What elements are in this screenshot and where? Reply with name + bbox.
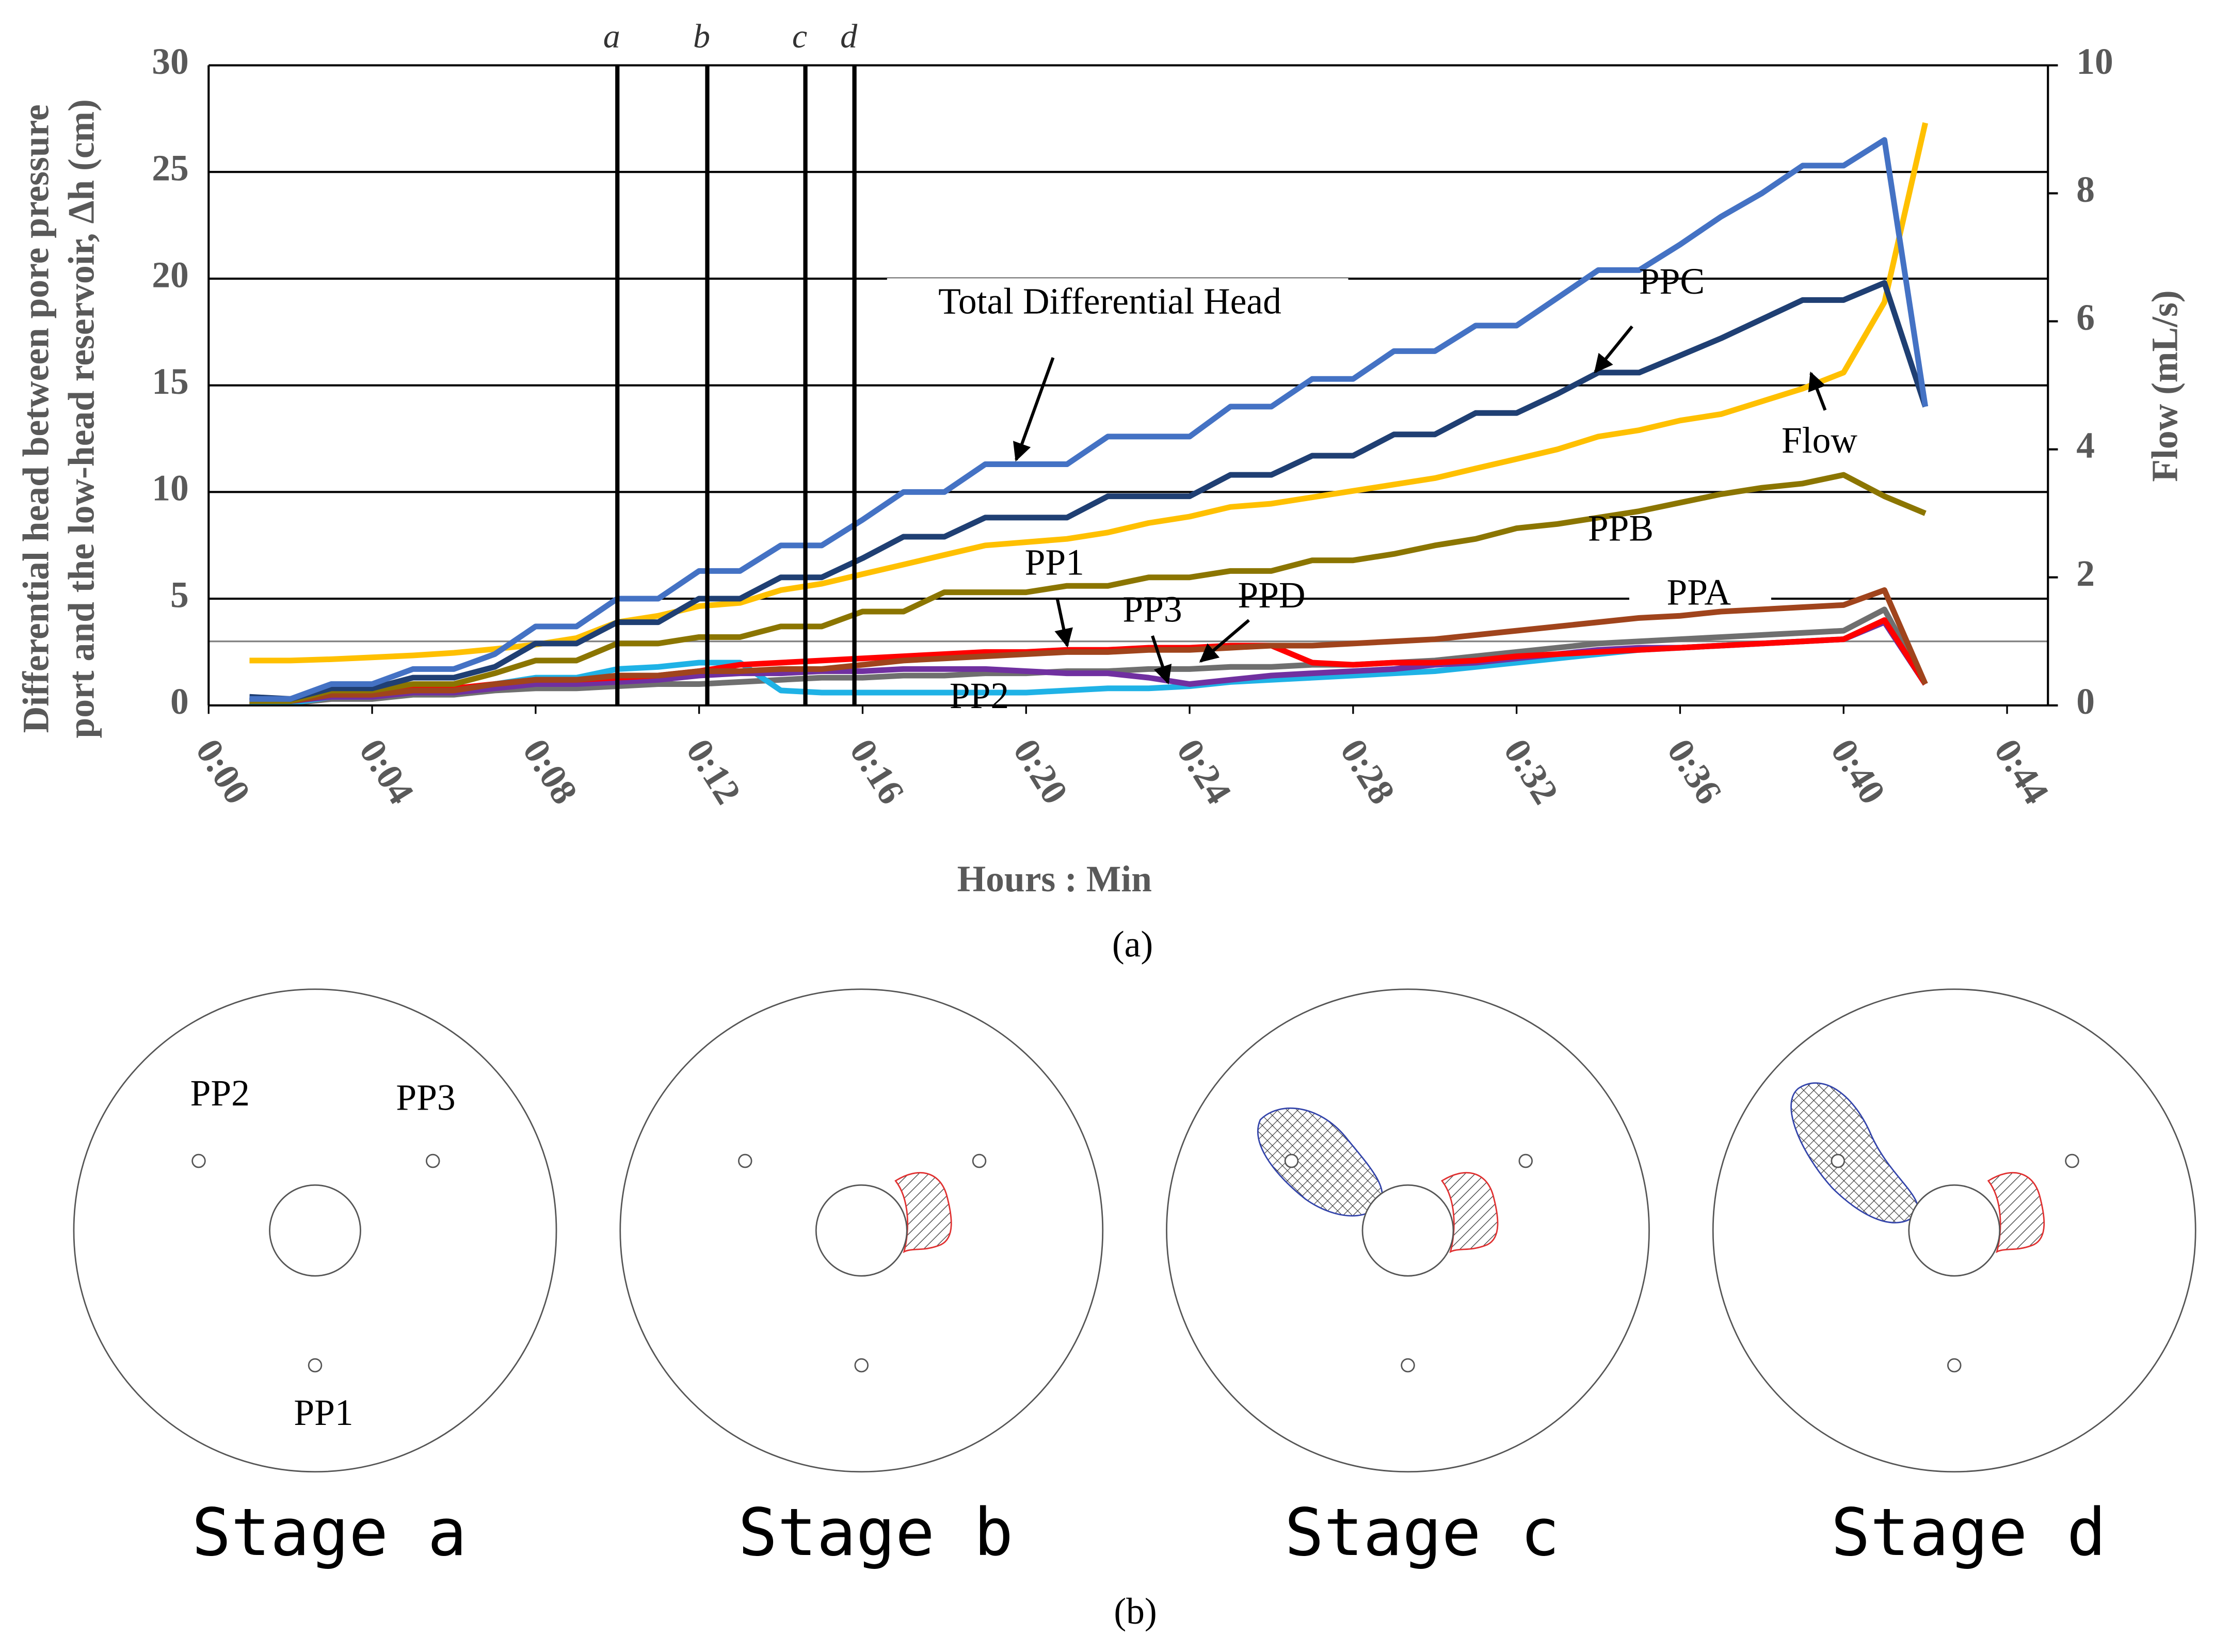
eroded-zone: [894, 1172, 952, 1254]
stage-marker-label: b: [693, 18, 710, 55]
x-tick-label: 0:04: [351, 732, 422, 811]
pressure-port: [1518, 1153, 1533, 1168]
port-label: PP3: [396, 1077, 455, 1118]
y2-tick-label: 2: [2076, 553, 2095, 594]
y2-tick-label: 4: [2076, 425, 2095, 466]
series-annotation: PP2: [950, 676, 1009, 716]
outer-boundary: [619, 988, 1104, 1473]
y-axis-label: Differential head between pore pressure …: [15, 99, 102, 738]
y-tick-label: 5: [170, 574, 189, 615]
x-tick-label: 0:16: [842, 732, 912, 811]
series-line: [249, 137, 1929, 702]
pressure-port: [1284, 1153, 1299, 1168]
series-line: [249, 280, 1928, 702]
pressure-port: [1831, 1153, 1845, 1168]
eroded-zone: [1987, 1172, 2045, 1254]
pressure-port: [972, 1153, 987, 1168]
x-axis-label: Hours : Min: [957, 859, 1152, 900]
stage-marker-label: d: [840, 18, 858, 55]
y-tick-label: 30: [152, 41, 189, 82]
x-tick-label: 0:08: [515, 732, 585, 811]
label-background: [887, 278, 1349, 335]
outer-boundary: [1712, 988, 2196, 1473]
x-tick-label: 0:40: [1823, 732, 1893, 811]
pressure-port: [426, 1153, 440, 1168]
annotation-arrow: [1808, 371, 1827, 411]
plan-view: [73, 988, 557, 1473]
stage-label: Stage a: [191, 1495, 467, 1570]
inner-well: [815, 1184, 908, 1277]
x-tick-label: 0:12: [678, 732, 748, 811]
stage-marker-label: a: [603, 18, 620, 55]
plan-view: [1166, 988, 1650, 1473]
annotation-arrow: [1151, 635, 1172, 685]
port-label: PP2: [190, 1073, 250, 1114]
pressure-port: [2065, 1153, 2079, 1168]
series-annotation: Total Differential Head: [938, 281, 1281, 322]
y2-tick-label: 10: [2076, 41, 2113, 82]
caption-a: (a): [1112, 924, 1153, 965]
outer-boundary: [1166, 988, 1650, 1473]
y2-axis-label: Flow (mL/s): [2144, 290, 2185, 482]
x-tick-label: 0:00: [188, 732, 258, 811]
annotation-arrow: [1594, 325, 1633, 374]
inner-well: [1908, 1184, 2001, 1277]
x-tick-label: 0:32: [1496, 732, 1566, 811]
y-tick-label: 10: [152, 468, 189, 509]
y2-tick-label: 6: [2076, 297, 2095, 338]
series-annotation: PPA: [1666, 572, 1731, 613]
series-annotation: PPD: [1238, 575, 1305, 616]
x-tick-label: 0:44: [1986, 732, 2057, 811]
y-tick-label: 20: [152, 254, 189, 295]
series-line: [249, 472, 1927, 704]
stage-label: Stage b: [738, 1495, 1013, 1570]
x-tick-label: 0:24: [1169, 732, 1239, 811]
eroded-zone: [1440, 1172, 1499, 1254]
plan-view: [619, 988, 1104, 1473]
annotation-arrow: [1199, 619, 1250, 663]
caption-b: (b): [1114, 1591, 1157, 1632]
plan-view: [1712, 988, 2196, 1473]
series-annotation: PP3: [1122, 589, 1182, 630]
port-label: PP1: [294, 1392, 353, 1433]
outer-boundary: [73, 988, 557, 1473]
stage-marker-label: c: [792, 18, 807, 55]
x-tick-label: 0:28: [1333, 732, 1403, 811]
pressure-port: [854, 1358, 869, 1373]
annotation-arrow: [1013, 357, 1055, 462]
y-tick-label: 0: [170, 681, 189, 722]
pressure-port: [1947, 1358, 1962, 1373]
stage-label: Stage c: [1285, 1495, 1560, 1570]
pressure-port: [191, 1153, 206, 1168]
pressure-port: [308, 1358, 323, 1373]
pressure-port: [738, 1153, 752, 1168]
y2-tick-label: 8: [2076, 169, 2095, 210]
eroded-zone: [1257, 1107, 1383, 1217]
y-axis-label-line: port and the low-head reservoir, Δh (cm): [61, 99, 102, 738]
series-annotation: PPB: [1588, 508, 1654, 549]
stage-label: Stage d: [1831, 1495, 2106, 1570]
y-tick-label: 25: [152, 148, 189, 189]
series-annotation: PP1: [1025, 542, 1084, 583]
eroded-zone: [1790, 1082, 1919, 1224]
inner-well: [1361, 1184, 1454, 1277]
annotation-arrow: [1054, 598, 1073, 648]
pressure-port: [1401, 1358, 1415, 1373]
y-axis-label-line: Differential head between pore pressure: [15, 104, 56, 733]
series-annotation: PPC: [1639, 261, 1705, 302]
series-annotation: Flow: [1782, 420, 1857, 461]
x-tick-label: 0:36: [1659, 732, 1729, 811]
inner-well: [269, 1184, 361, 1277]
x-tick-label: 0:20: [1005, 732, 1076, 811]
series-line: [249, 587, 1928, 704]
y2-tick-label: 0: [2076, 681, 2095, 722]
y-tick-label: 15: [152, 361, 189, 402]
